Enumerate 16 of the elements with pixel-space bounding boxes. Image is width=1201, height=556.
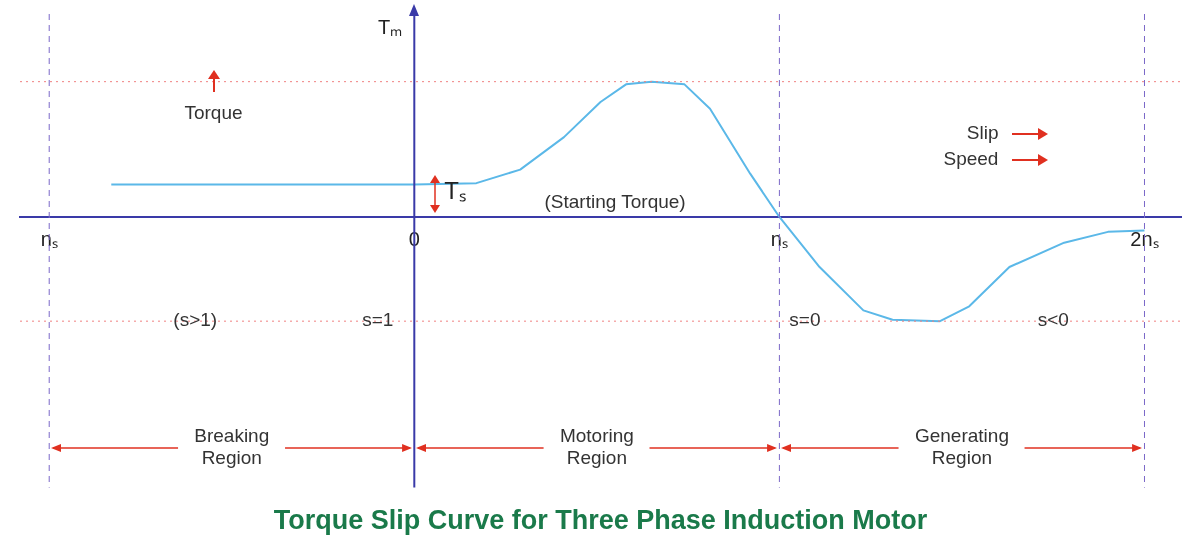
x-tick-label: nₛ [770, 228, 788, 251]
text: Motoring Region [559, 424, 634, 468]
text: Breaking Region [194, 424, 270, 468]
x-tick-label: nₛ [40, 228, 58, 251]
annotation: (Starting Torque) [544, 191, 686, 213]
text: Torque Slip Curve for Three Phase Induction Motor [273, 505, 928, 536]
annotation: Torque [184, 102, 243, 124]
annotation: Speed [943, 148, 999, 170]
annotation: s=1 [362, 309, 394, 331]
annotation: Tₛ [444, 176, 466, 204]
text: Generating Region [914, 424, 1009, 468]
annotation: s=0 [789, 309, 821, 331]
annotation: (s>1) [173, 309, 218, 331]
y-axis-title: Tₘ [378, 15, 403, 38]
annotation: s<0 [1037, 309, 1069, 331]
annotation: Slip [966, 122, 999, 144]
